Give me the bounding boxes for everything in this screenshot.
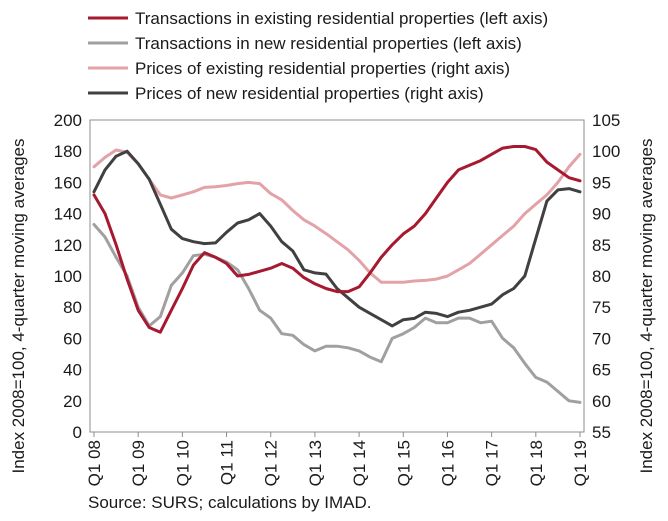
legend-label-2: Transactions in new residential properti… [135,34,522,53]
x-tick-label: Q1 10 [173,440,192,486]
y-axis-title-left: Index 2008=100, 4-quarter moving average… [9,138,28,473]
series-line-4 [92,149,582,328]
legend-label-3: Prices of existing residential propertie… [135,59,510,78]
series-layer [92,145,582,404]
x-tick-label: Q1 09 [129,440,148,486]
y-axis-title-right: Index 2008=100, 4-quarter moving average… [637,138,656,473]
x-tick-label: Q1 16 [438,440,457,486]
y-tick-label-right: 105 [592,111,620,130]
y-tick-label-right: 85 [592,236,611,255]
y-tick-label-left: 60 [63,329,82,348]
series-line-3 [92,148,582,284]
y-tick-label-right: 55 [592,423,611,442]
y-tick-label-left: 160 [54,173,82,192]
y-tick-label-right: 70 [592,329,611,348]
x-tick-label: Q1 13 [306,440,325,486]
y-tick-label-left: 120 [54,236,82,255]
legend-label-4: Prices of new residential properties (ri… [135,84,484,103]
y-tick-label-right: 65 [592,361,611,380]
y-tick-label-right: 95 [592,173,611,192]
x-tick-label: Q1 11 [218,440,237,485]
y-tick-label-left: 100 [54,267,82,286]
y-tick-label-left: 80 [63,298,82,317]
y-tick-label-left: 0 [73,423,82,442]
y-tick-label-right: 90 [592,205,611,224]
y-tick-label-right: 75 [592,298,611,317]
x-axis: Q1 08 Q1 09 Q1 10 Q1 11 Q1 12 Q1 13 Q1 14 Q1 15… [85,432,590,486]
y-tick-label-left: 180 [54,142,82,161]
y-tick-label-left: 140 [54,205,82,224]
y-tick-label-left: 20 [63,392,82,411]
x-tick-label: Q1 12 [262,440,281,486]
y-tick-label-right: 60 [592,392,611,411]
right-axis: 55 60 65 70 75 80 85 90 95 100 105 [592,111,620,442]
legend-label-1: Transactions in existing residential pro… [135,9,548,28]
source-note: Source: SURS; calculations by IMAD. [88,493,371,512]
series-line-2 [92,223,582,404]
x-tick-label: Q1 19 [571,440,590,486]
x-tick-label: Q1 15 [394,440,413,486]
y-tick-label-right: 80 [592,267,611,286]
y-tick-label-left: 200 [54,111,82,130]
series-line-1 [92,145,582,334]
plot-frame [89,119,585,433]
x-tick-label: Q1 08 [85,440,104,486]
x-tick-label: Q1 17 [483,440,502,486]
x-tick-label: Q1 18 [527,440,546,486]
y-tick-label-right: 100 [592,142,620,161]
left-axis: 0 20 40 60 80 100 120 140 160 180 200 [54,111,82,442]
legend: Transactions in existing residential pro… [88,9,548,103]
x-tick-label: Q1 14 [350,440,369,486]
y-tick-label-left: 40 [63,361,82,380]
